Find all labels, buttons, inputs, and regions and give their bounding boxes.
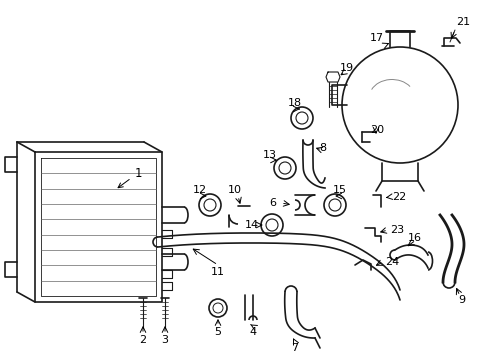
Text: 9: 9 <box>458 295 465 305</box>
Text: 4: 4 <box>249 327 256 337</box>
Text: 7: 7 <box>291 343 298 353</box>
Text: 3: 3 <box>161 335 168 345</box>
Text: 19: 19 <box>339 63 353 73</box>
Text: 8: 8 <box>319 143 326 153</box>
Text: 24: 24 <box>384 257 398 267</box>
Text: 1: 1 <box>118 166 142 188</box>
Text: 20: 20 <box>369 125 383 135</box>
Text: 22: 22 <box>391 192 406 202</box>
Text: 18: 18 <box>287 98 302 108</box>
Text: 5: 5 <box>214 327 221 337</box>
Text: 17: 17 <box>369 33 383 43</box>
Text: 16: 16 <box>407 233 421 243</box>
Text: 21: 21 <box>455 17 469 27</box>
Text: 15: 15 <box>332 185 346 195</box>
Text: 11: 11 <box>210 267 224 277</box>
Text: 12: 12 <box>193 185 206 195</box>
Text: 6: 6 <box>269 198 276 208</box>
Text: 14: 14 <box>244 220 259 230</box>
Text: 2: 2 <box>139 335 146 345</box>
Text: 10: 10 <box>227 185 242 195</box>
Text: 23: 23 <box>389 225 403 235</box>
Text: 13: 13 <box>263 150 276 160</box>
